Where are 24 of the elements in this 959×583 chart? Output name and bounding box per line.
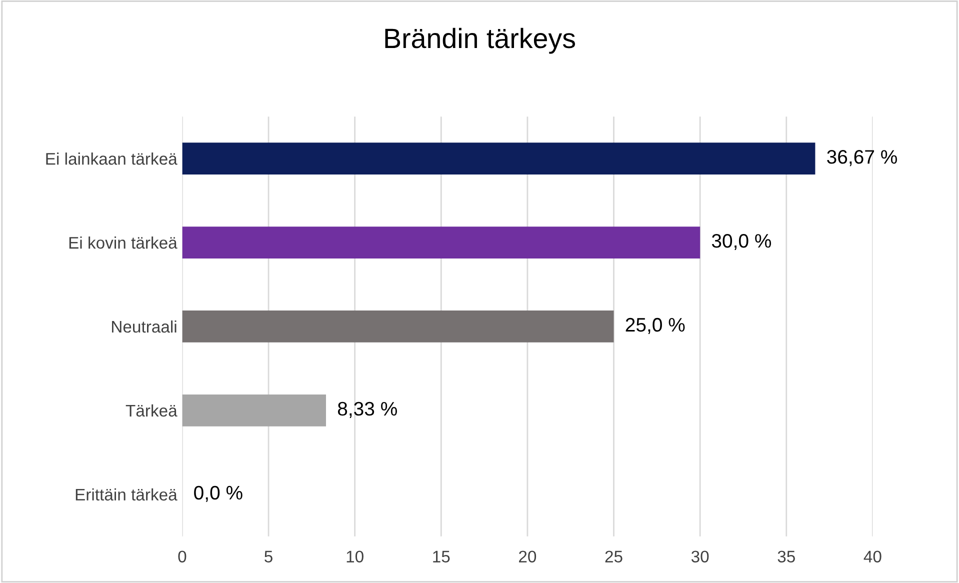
x-tick-label: 15 [433, 550, 450, 562]
y-tick-label: Erittäin tärkeä [76, 488, 178, 501]
x-tick-label: 0 [178, 550, 186, 562]
y-tick-label: Neutraali [112, 320, 176, 333]
x-tick-label: 35 [778, 550, 795, 562]
data-label: 36,67 % [827, 150, 897, 166]
x-tick-label: 5 [264, 550, 272, 562]
x-tick-label: 20 [519, 550, 536, 562]
data-label: 8,33 % [338, 402, 397, 418]
x-tick-label: 25 [605, 550, 622, 562]
y-tick-label: Ei lainkaan tärkeä [46, 152, 178, 165]
data-label: 25,0 % [626, 318, 685, 334]
x-tick-label: 10 [346, 550, 364, 562]
x-tick-label: 40 [864, 550, 882, 562]
bar [182, 394, 326, 426]
x-tick-label: 30 [691, 550, 709, 562]
y-tick-label: Ei kovin tärkeä [69, 236, 178, 249]
data-label: 0,0 % [194, 486, 242, 502]
chart-title: Brändin tärkeys [385, 28, 575, 54]
bar [182, 310, 614, 342]
bar [182, 142, 816, 175]
data-label: 30,0 % [712, 234, 772, 250]
y-tick-label: Tärkeä [126, 404, 178, 417]
bar [182, 226, 700, 258]
